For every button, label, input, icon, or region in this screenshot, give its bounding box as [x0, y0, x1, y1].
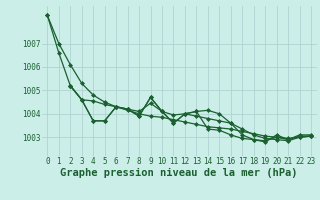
X-axis label: Graphe pression niveau de la mer (hPa): Graphe pression niveau de la mer (hPa) [60, 168, 298, 178]
